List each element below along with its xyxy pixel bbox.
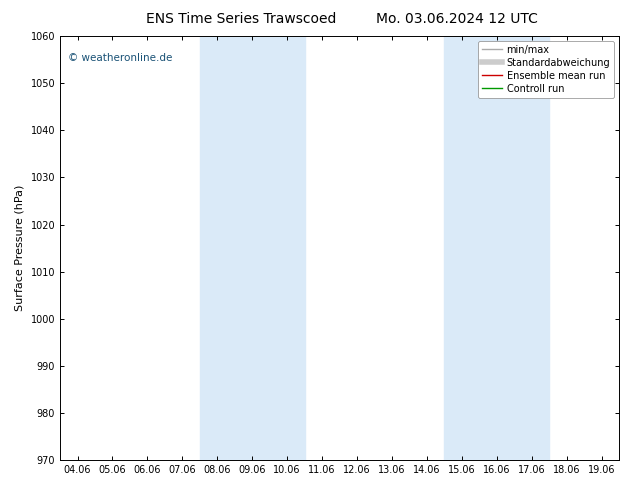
Text: © weatheronline.de: © weatheronline.de [68, 53, 173, 63]
Bar [200, 36, 304, 460]
Text: ENS Time Series Trawscoed: ENS Time Series Trawscoed [146, 12, 336, 26]
Bar [444, 36, 549, 460]
Legend: min/max, Standardabweichung, Ensemble mean run, Controll run: min/max, Standardabweichung, Ensemble me… [479, 41, 614, 98]
Text: Mo. 03.06.2024 12 UTC: Mo. 03.06.2024 12 UTC [375, 12, 538, 26]
Y-axis label: Surface Pressure (hPa): Surface Pressure (hPa) [15, 185, 25, 311]
